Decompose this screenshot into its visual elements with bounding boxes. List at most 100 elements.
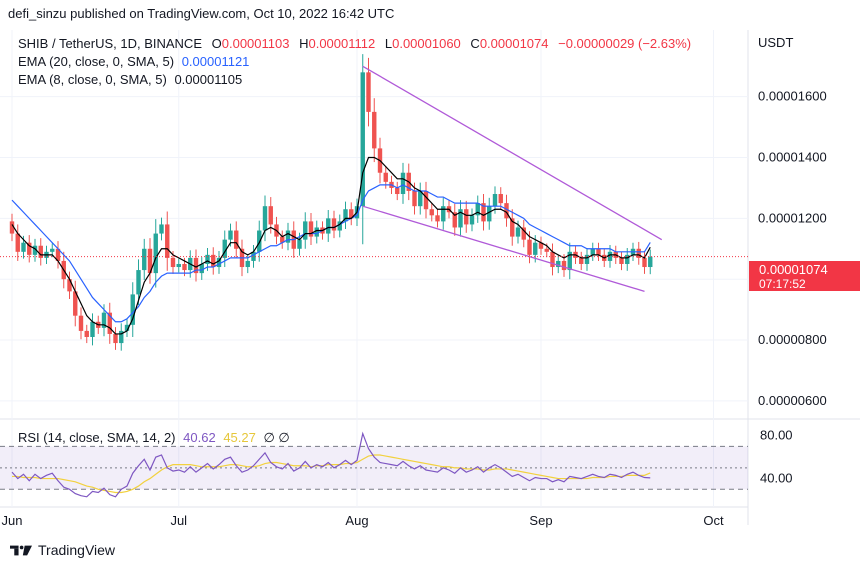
candle-body bbox=[366, 72, 371, 112]
candle-body bbox=[469, 215, 475, 225]
candle-body bbox=[400, 172, 406, 195]
candle-body bbox=[636, 248, 641, 258]
candle-body bbox=[124, 324, 130, 331]
candle-body bbox=[561, 260, 567, 271]
candle-body bbox=[84, 330, 89, 337]
candle-body bbox=[303, 221, 308, 240]
candle-body bbox=[27, 242, 32, 255]
candle-body bbox=[395, 187, 400, 195]
candle-body bbox=[337, 221, 342, 231]
candle-body bbox=[550, 251, 555, 268]
candle-body bbox=[544, 248, 549, 252]
rsi-line bbox=[11, 431, 651, 498]
candle-body bbox=[113, 333, 118, 344]
candles bbox=[9, 54, 653, 351]
candle-body bbox=[32, 245, 38, 255]
candle-body bbox=[78, 315, 84, 331]
candle-body bbox=[515, 227, 521, 237]
change-value: −0.00000029 (−2.63%) bbox=[558, 36, 692, 51]
candle-body bbox=[90, 321, 95, 337]
ema20-legend[interactable]: EMA (20, close, 0, SMA, 5) 0.00001121 bbox=[18, 54, 249, 69]
candle-body bbox=[343, 209, 348, 222]
candle-body bbox=[590, 248, 595, 255]
candle-body bbox=[268, 206, 273, 225]
time-tick-label: Oct bbox=[703, 513, 724, 528]
candle-body bbox=[487, 206, 492, 222]
candle-body bbox=[596, 248, 601, 255]
candle-body bbox=[147, 248, 153, 274]
candle-body bbox=[55, 248, 61, 261]
candle-body bbox=[38, 245, 43, 258]
ema8-legend[interactable]: EMA (8, close, 0, SMA, 5) 0.00001105 bbox=[18, 72, 242, 87]
rsi-legend[interactable]: RSI (14, close, SMA, 14, 2) 40.62 45.27 … bbox=[18, 430, 290, 446]
candle-body bbox=[101, 312, 107, 328]
candle-body bbox=[360, 72, 365, 207]
high-value: 0.00001112 bbox=[308, 36, 376, 51]
ema8-label: EMA (8, close, 0, SMA, 5) bbox=[18, 72, 167, 87]
price-tag-box bbox=[749, 261, 860, 291]
candle-body bbox=[567, 251, 572, 271]
candle-body bbox=[199, 263, 204, 274]
time-tick-label: Aug bbox=[345, 513, 368, 528]
candle-body bbox=[648, 256, 653, 268]
candle-body bbox=[153, 233, 158, 274]
candle-body bbox=[257, 230, 262, 252]
symbol-title[interactable]: SHIB / TetherUS, 1D, BINANCE bbox=[18, 36, 202, 51]
rsi-lines bbox=[11, 431, 651, 498]
price-tick-label: 0.00000600 bbox=[758, 393, 827, 408]
ema20-value: 0.00001121 bbox=[181, 54, 250, 69]
candle-body bbox=[481, 203, 486, 222]
candle-body bbox=[579, 257, 584, 264]
candle-body bbox=[331, 218, 337, 231]
candle-body bbox=[182, 263, 187, 271]
candle-body bbox=[15, 233, 20, 252]
candle-body bbox=[119, 330, 124, 344]
rsi-axis: 80.00 40.00 bbox=[760, 428, 793, 486]
candle-body bbox=[297, 239, 302, 249]
price-axis-unit: USDT bbox=[758, 35, 793, 50]
candle-body bbox=[107, 312, 112, 334]
rsi-label: RSI (14, close, SMA, 14, 2) bbox=[18, 430, 176, 445]
ema-lines bbox=[11, 156, 651, 335]
candle-body bbox=[211, 254, 216, 268]
candle-body bbox=[349, 209, 354, 219]
price-tick-label: 0.00001400 bbox=[758, 150, 827, 165]
publish-header: defi_sinzu published on TradingView.com,… bbox=[8, 6, 395, 21]
high-label: H bbox=[299, 36, 309, 51]
footer-brand: TradingView bbox=[38, 542, 116, 558]
candle-body bbox=[625, 254, 630, 264]
candle-body bbox=[159, 224, 164, 234]
time-tick-label: Jun bbox=[2, 513, 23, 528]
rsi-band-fill bbox=[0, 446, 748, 490]
candle-body bbox=[165, 224, 170, 258]
candle-body bbox=[245, 260, 250, 268]
price-axis: 0.000016000.000014000.000012000.00001000… bbox=[758, 89, 827, 408]
time-axis: Jun Jul Aug Sep Oct bbox=[2, 513, 724, 528]
price-tag-timer: 07:17:52 bbox=[759, 277, 806, 291]
rsi-tick-label: 40.00 bbox=[760, 471, 793, 486]
candle-body bbox=[176, 263, 181, 268]
candle-body bbox=[314, 227, 319, 237]
candle-body bbox=[498, 194, 503, 204]
candle-body bbox=[251, 251, 256, 261]
ema8-line bbox=[11, 156, 651, 335]
price-tick-label: 0.00001600 bbox=[758, 89, 827, 104]
candle-body bbox=[9, 221, 15, 234]
candle-body bbox=[556, 260, 561, 268]
candle-body bbox=[216, 257, 222, 268]
time-tick-label: Jul bbox=[170, 513, 187, 528]
candle-body bbox=[67, 279, 72, 292]
candle-body bbox=[285, 230, 291, 243]
candle-body bbox=[538, 242, 544, 249]
candle-body bbox=[418, 190, 423, 207]
rsi-value: 40.62 bbox=[183, 430, 216, 445]
candle-body bbox=[383, 172, 388, 182]
candle-body bbox=[130, 294, 135, 325]
candle-body bbox=[533, 242, 538, 255]
symbol-legend: SHIB / TetherUS, 1D, BINANCE O0.00001103… bbox=[18, 36, 691, 51]
low-value: 0.00001060 bbox=[392, 36, 461, 51]
trend-lines bbox=[362, 65, 663, 292]
time-tick-label: Sep bbox=[529, 513, 552, 528]
candle-body bbox=[193, 257, 199, 274]
